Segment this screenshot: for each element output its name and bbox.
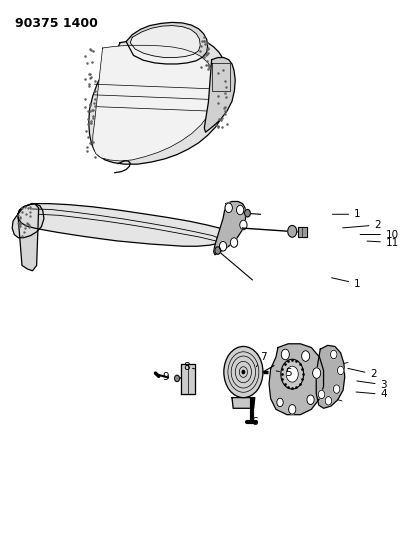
Circle shape — [302, 351, 310, 361]
Circle shape — [281, 349, 289, 360]
Polygon shape — [18, 204, 229, 246]
Circle shape — [230, 238, 238, 247]
Text: 3: 3 — [357, 380, 387, 390]
Text: 2: 2 — [343, 220, 381, 230]
Circle shape — [215, 247, 221, 254]
Circle shape — [318, 390, 325, 399]
Circle shape — [236, 205, 244, 215]
Text: 10: 10 — [360, 230, 399, 239]
Polygon shape — [126, 22, 208, 64]
Polygon shape — [93, 45, 217, 161]
Text: 1: 1 — [332, 278, 361, 288]
Text: 8: 8 — [183, 362, 195, 372]
Circle shape — [289, 405, 296, 414]
Circle shape — [219, 241, 227, 251]
Circle shape — [330, 350, 337, 359]
Circle shape — [175, 375, 179, 382]
Text: 4: 4 — [356, 390, 387, 399]
Text: 9: 9 — [162, 373, 168, 382]
Text: 7: 7 — [256, 352, 266, 367]
Text: 11: 11 — [367, 238, 399, 247]
Polygon shape — [12, 204, 44, 238]
Polygon shape — [18, 204, 39, 271]
Circle shape — [286, 366, 298, 382]
FancyBboxPatch shape — [298, 227, 307, 237]
Circle shape — [325, 397, 332, 405]
Circle shape — [242, 370, 245, 374]
Polygon shape — [204, 58, 235, 132]
Polygon shape — [269, 344, 324, 415]
Circle shape — [313, 368, 321, 378]
Text: 2: 2 — [348, 368, 377, 379]
Text: 5: 5 — [276, 368, 291, 378]
Circle shape — [240, 220, 247, 230]
Circle shape — [333, 385, 340, 393]
Text: 6: 6 — [252, 411, 258, 427]
Circle shape — [337, 366, 344, 375]
Circle shape — [224, 346, 263, 398]
Polygon shape — [181, 364, 195, 394]
Polygon shape — [316, 345, 345, 408]
Circle shape — [245, 209, 250, 217]
Polygon shape — [89, 36, 229, 164]
Circle shape — [281, 359, 304, 389]
Circle shape — [288, 225, 297, 237]
Circle shape — [225, 203, 232, 213]
Circle shape — [277, 398, 283, 407]
Polygon shape — [214, 201, 246, 255]
Text: 90375 1400: 90375 1400 — [15, 17, 98, 30]
Polygon shape — [232, 398, 255, 408]
Circle shape — [307, 395, 314, 405]
Text: 1: 1 — [333, 209, 361, 219]
Polygon shape — [130, 26, 200, 58]
